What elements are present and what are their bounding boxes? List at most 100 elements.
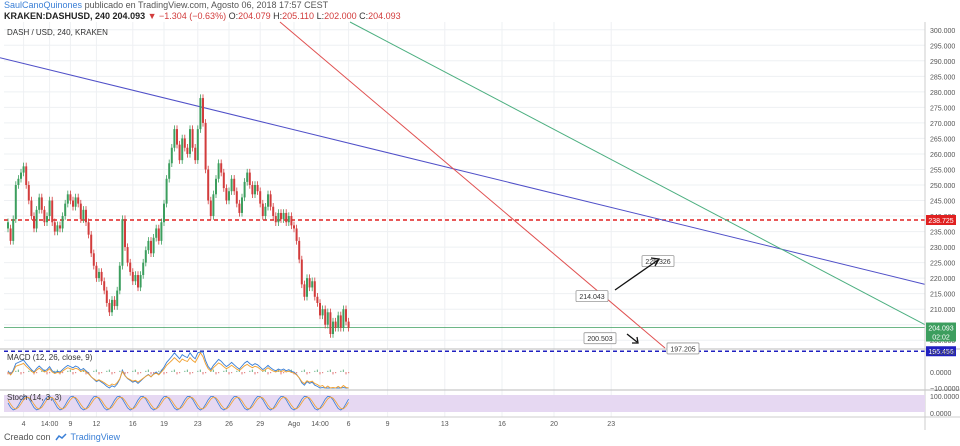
candle-body: [191, 129, 194, 148]
stoch-d-line: [7, 396, 349, 410]
candle-body: [98, 271, 100, 279]
candle-body: [40, 197, 43, 210]
candle-body: [103, 281, 106, 291]
price-tick-label: 260.000: [930, 152, 955, 159]
time-tick-label: 23: [194, 421, 202, 428]
candle-body: [165, 178, 168, 204]
candle-body: [48, 200, 51, 217]
price-badge-label: 204.093: [928, 326, 953, 333]
macd-tick-label: 10.0000: [930, 350, 955, 357]
high-value: 205.110: [282, 11, 315, 21]
candle-body: [204, 122, 207, 170]
candle-body: [147, 240, 150, 251]
candle-body: [150, 240, 152, 254]
candle-body: [189, 129, 191, 154]
price-tick-label: 255.000: [930, 167, 955, 174]
close-label: C:: [359, 11, 369, 21]
price-tick-label: 225.000: [930, 261, 955, 268]
candle-body: [254, 185, 256, 195]
time-tick-label: 19: [160, 421, 168, 428]
candle-body: [345, 309, 347, 322]
candle-body: [170, 147, 173, 164]
time-tick-label: 9: [386, 421, 390, 428]
stoch-k-line: [7, 395, 349, 411]
candle-body: [194, 147, 197, 161]
chart-panes: [0, 348, 960, 391]
candle-body: [173, 129, 176, 148]
candle-body: [108, 302, 111, 313]
horizontal-lines: [4, 219, 925, 352]
candle-body: [324, 309, 327, 325]
open-value: 204.079: [238, 11, 271, 21]
price-badge-label: 238.725: [928, 218, 953, 225]
macd-signal-line: [7, 351, 349, 389]
price-axis: 300.000 295.000 290.000 285.000 280.000 275.0…: [924, 22, 956, 430]
time-tick-label: 29: [256, 421, 264, 428]
price-badge: [926, 322, 956, 333]
candle-body: [228, 191, 230, 201]
price-tick-label: 235.000: [930, 230, 955, 237]
price-tick-label: 200.000: [930, 338, 955, 345]
footer: Creado con TradingView: [4, 432, 120, 442]
candle-body: [131, 271, 134, 282]
candle-body: [134, 275, 137, 282]
candle-body: [248, 172, 251, 185]
author-link[interactable]: SaulCanoQuinones: [4, 0, 83, 10]
price-tick-label: 265.000: [930, 136, 955, 143]
price-tick-label: 230.000: [930, 245, 955, 252]
candle-body: [285, 212, 288, 223]
down-arrow-head: [632, 336, 639, 344]
candle-body: [256, 185, 259, 192]
candle-body: [321, 309, 324, 316]
candle-body: [212, 194, 215, 217]
candle-body: [342, 309, 345, 328]
macd-line: [7, 351, 349, 389]
close-value: 204.093: [368, 11, 401, 21]
price-tick-label: 275.000: [930, 105, 955, 112]
candle-body: [124, 219, 126, 248]
tradingview-link[interactable]: TradingView: [70, 432, 121, 442]
price-tick-label: 220.000: [930, 276, 955, 283]
price-callout: [666, 342, 700, 355]
candle-body: [313, 281, 316, 297]
candle-body: [79, 203, 82, 220]
candle-body: [178, 144, 181, 161]
candle-body: [300, 259, 303, 285]
candle-body: [337, 315, 340, 328]
candle-body: [69, 194, 72, 201]
candle-body: [332, 321, 334, 335]
candle-body: [168, 163, 171, 179]
candle-body: [155, 228, 158, 238]
stoch-label: Stoch (14, 3, 3): [7, 393, 62, 402]
candle-body: [17, 178, 20, 185]
up-arrow: [614, 259, 659, 291]
candle-body: [30, 200, 33, 217]
candle-body: [272, 206, 275, 217]
price-tick-label: 295.000: [930, 43, 955, 50]
candle-body: [196, 129, 199, 161]
candlesticks: [7, 94, 350, 338]
candle-body: [22, 166, 25, 173]
time-tick-label: 9: [68, 421, 72, 428]
candle-body: [72, 200, 74, 207]
candle-body: [282, 212, 285, 220]
candle-body: [233, 178, 236, 192]
price-tick-label: 245.000: [930, 199, 955, 206]
time-axis: 4 14:00 9 12 16 19 23 26 29 Ago 14:00 6 9 13 16 20 23: [0, 416, 960, 428]
candle-body: [311, 281, 314, 288]
price-tick-label: 300.000: [930, 28, 955, 35]
tradingview-logo-icon: [54, 432, 67, 440]
candle-body: [33, 216, 35, 229]
candle-body: [217, 163, 220, 179]
candle-body: [225, 188, 228, 201]
trendline-blue: [0, 57, 926, 285]
candle-body: [176, 129, 178, 145]
candle-body: [126, 247, 129, 263]
candle-body: [144, 250, 147, 263]
candle-body: [269, 194, 272, 207]
candle-body: [160, 222, 163, 241]
candle-body: [46, 216, 48, 223]
time-tick-label: 26: [225, 421, 233, 428]
candle-body: [246, 172, 249, 182]
